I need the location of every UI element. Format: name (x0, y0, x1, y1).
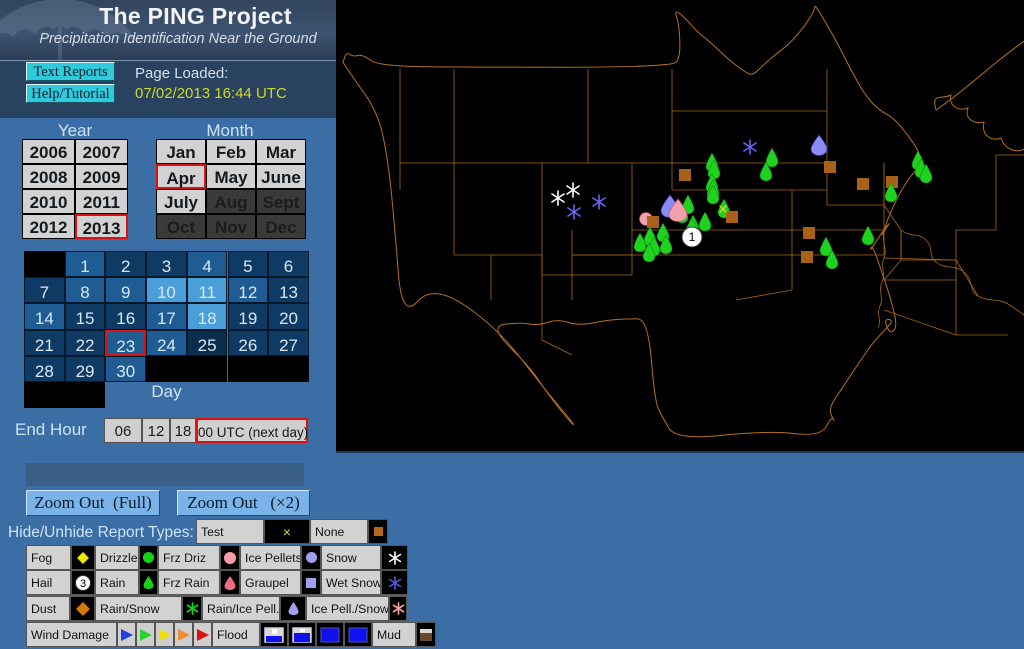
svg-text:1: 1 (689, 230, 696, 244)
svg-text:3: 3 (80, 578, 86, 590)
